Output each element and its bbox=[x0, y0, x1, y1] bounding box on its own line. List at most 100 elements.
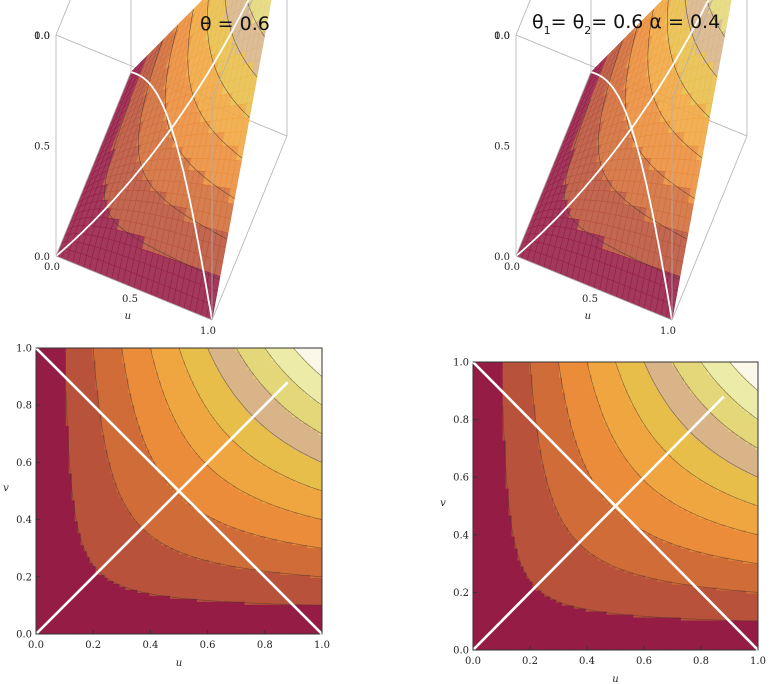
contour-cell bbox=[119, 425, 123, 430]
contour-cell bbox=[101, 389, 106, 394]
contour-cell bbox=[95, 619, 100, 623]
contour-cell bbox=[68, 368, 73, 373]
contour-cell bbox=[77, 538, 82, 543]
contour-cell bbox=[113, 595, 118, 599]
contour-cell bbox=[71, 544, 76, 549]
contour-cell bbox=[41, 422, 46, 427]
contour-cell bbox=[62, 589, 67, 593]
contour-cell bbox=[80, 553, 85, 558]
contour-cell bbox=[92, 583, 97, 587]
contour-cell bbox=[36, 592, 40, 596]
contour-cell bbox=[56, 601, 61, 605]
contour-cell bbox=[59, 464, 64, 468]
contour-cell bbox=[95, 511, 100, 516]
contour-cell bbox=[92, 496, 97, 501]
contour-cell bbox=[77, 458, 82, 462]
contour-cell bbox=[128, 622, 132, 626]
contour-cell bbox=[38, 625, 43, 629]
contour-cell bbox=[47, 410, 52, 415]
contour-cell bbox=[53, 416, 58, 421]
contour-cell bbox=[36, 449, 40, 453]
contour-cell bbox=[65, 532, 70, 537]
contour-cell bbox=[83, 461, 88, 465]
contour-cell bbox=[92, 571, 97, 576]
contour-cell bbox=[131, 371, 135, 376]
contour-cell bbox=[116, 538, 121, 543]
contour-cell bbox=[50, 461, 55, 465]
contour-cell bbox=[36, 610, 40, 614]
contour-cell bbox=[62, 398, 67, 403]
contour-cell bbox=[36, 410, 40, 415]
contour-cell bbox=[122, 496, 126, 501]
contour-cell bbox=[77, 407, 82, 412]
contour-cell bbox=[122, 619, 126, 623]
contour-cell bbox=[74, 532, 79, 537]
contour-cell bbox=[119, 598, 123, 602]
contour-cell bbox=[62, 422, 67, 427]
contour-cell bbox=[89, 589, 94, 593]
contour-cell bbox=[113, 470, 118, 474]
contour-cell bbox=[119, 491, 123, 495]
contour-cell bbox=[68, 392, 73, 397]
contour-cell bbox=[95, 425, 100, 430]
contour-cell bbox=[101, 458, 106, 462]
contour-cell bbox=[128, 380, 132, 385]
contour-cell bbox=[50, 559, 55, 564]
contour-cell bbox=[95, 517, 100, 522]
contour-cell bbox=[131, 625, 135, 629]
contour-cell bbox=[41, 362, 46, 367]
contour-cell bbox=[122, 491, 126, 495]
contour-cell bbox=[92, 407, 97, 412]
contour-cell bbox=[74, 434, 79, 438]
contour-cell bbox=[47, 628, 52, 632]
contour-cell bbox=[62, 538, 67, 543]
contour-cell bbox=[128, 592, 132, 596]
contour-cell bbox=[128, 413, 132, 418]
contour-cell bbox=[41, 586, 46, 590]
contour-cell bbox=[107, 473, 112, 477]
contour-cell bbox=[98, 485, 103, 489]
contour-cell bbox=[83, 514, 88, 519]
contour-cell bbox=[68, 580, 73, 584]
contour-cell bbox=[86, 374, 91, 379]
contour-cell bbox=[113, 574, 118, 578]
contour-cell bbox=[137, 514, 141, 519]
contour-cell bbox=[36, 499, 40, 504]
contour-cell bbox=[44, 547, 49, 552]
contour-cell bbox=[38, 419, 43, 424]
contour-cell bbox=[104, 580, 109, 584]
contour-cell bbox=[68, 493, 73, 498]
contour-cell bbox=[104, 568, 109, 573]
contour-cell bbox=[134, 425, 138, 430]
contour-cell bbox=[137, 365, 141, 370]
contour-cell bbox=[77, 386, 82, 391]
contour-cell bbox=[71, 586, 76, 590]
contour-cell bbox=[77, 493, 82, 498]
contour-cell bbox=[68, 568, 73, 573]
contour-cell bbox=[95, 380, 100, 385]
contour-cell bbox=[74, 526, 79, 531]
contour-cell bbox=[101, 443, 106, 447]
contour-cell bbox=[116, 580, 121, 584]
contour-cell bbox=[131, 622, 135, 626]
contour-cell bbox=[113, 374, 118, 379]
contour-cell bbox=[98, 589, 103, 593]
contour-cell bbox=[74, 607, 79, 611]
contour-cell bbox=[83, 520, 88, 525]
contour-cell bbox=[107, 622, 112, 626]
contour-cell bbox=[44, 377, 49, 382]
contour-cell bbox=[131, 368, 135, 373]
contour-cell bbox=[47, 368, 52, 373]
contour-cell bbox=[36, 368, 40, 373]
contour-cell bbox=[134, 348, 138, 352]
contour-cell bbox=[110, 449, 115, 453]
contour-cell bbox=[62, 377, 67, 382]
contour-cell bbox=[80, 517, 85, 522]
contour-cell bbox=[71, 514, 76, 519]
contour-cell bbox=[80, 574, 85, 578]
contour-cell bbox=[104, 485, 109, 489]
contour-cell bbox=[68, 535, 73, 540]
contour-cell bbox=[116, 476, 121, 480]
contour-cell bbox=[38, 458, 43, 462]
contour-cell bbox=[134, 410, 138, 415]
